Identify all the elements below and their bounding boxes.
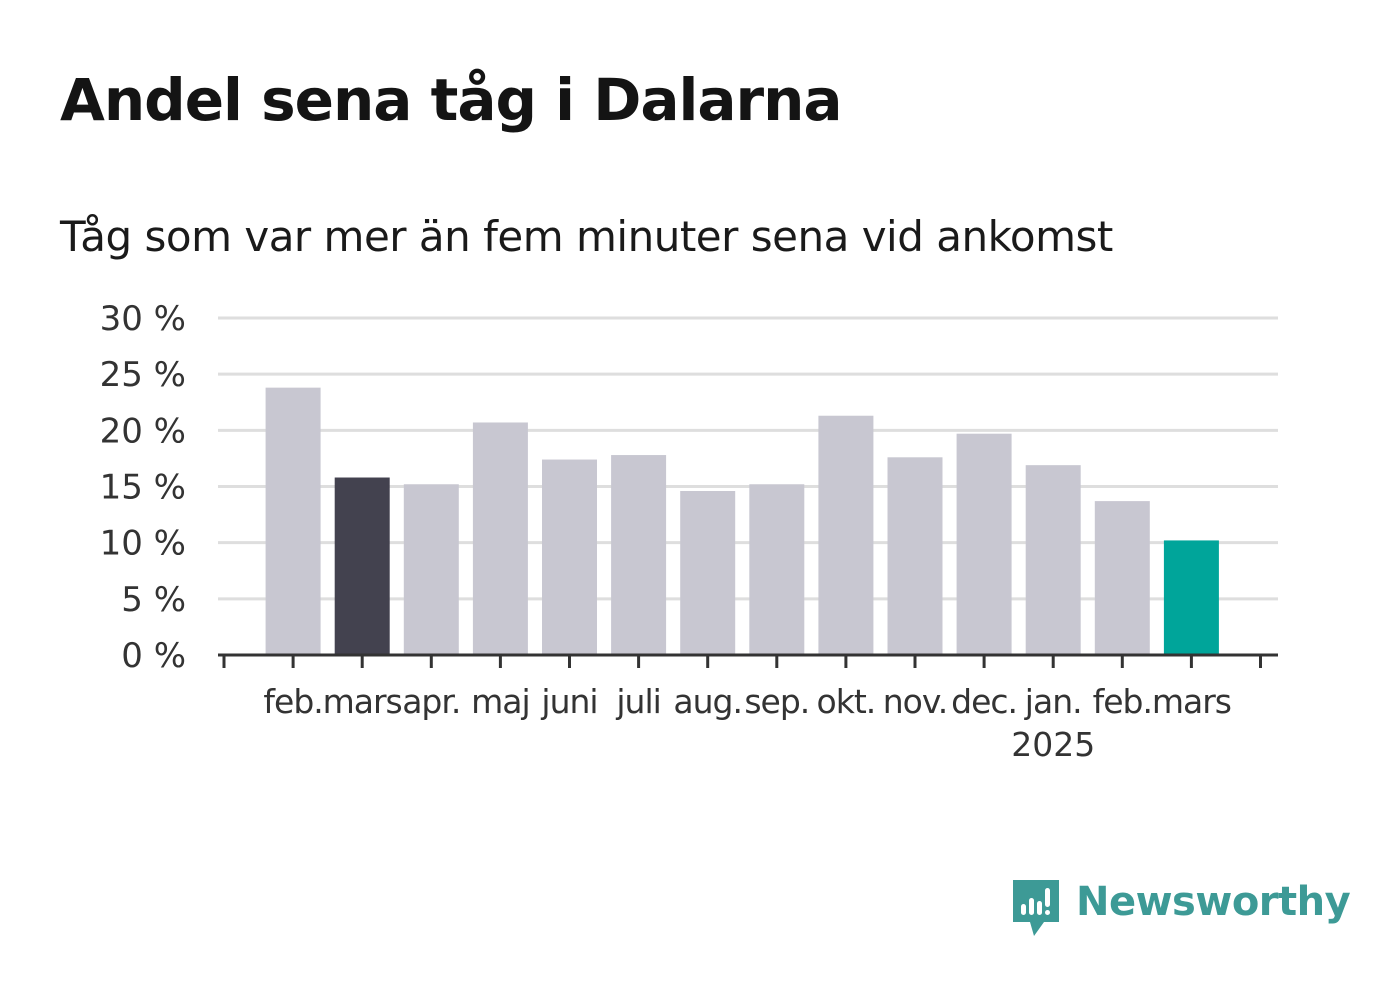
grid-lines bbox=[218, 316, 1278, 601]
x-tick-label: sep. bbox=[744, 682, 809, 721]
bar bbox=[403, 484, 459, 655]
x-tick-label: maj bbox=[471, 682, 530, 721]
y-tick-label: 0 % bbox=[121, 636, 186, 676]
y-tick-label: 30 % bbox=[100, 299, 186, 339]
bar bbox=[680, 490, 736, 655]
x-axis-labels: feb. mars apr. maj juni juli aug. sep. okt. nov. d… bbox=[263, 682, 1232, 764]
x-year-label: 2025 bbox=[1011, 725, 1095, 764]
bar bbox=[472, 422, 528, 655]
bar-chart: 0 %5 %10 %15 %20 %25 %30 % feb. mars apr. m… bbox=[100, 299, 1278, 764]
bar bbox=[265, 387, 321, 655]
x-tick-label: jan. bbox=[1024, 682, 1082, 721]
x-tick-label: okt. bbox=[817, 682, 876, 721]
y-tick-label: 15 % bbox=[100, 468, 186, 508]
bar bbox=[818, 415, 874, 655]
bar bbox=[887, 457, 943, 655]
y-tick-label: 25 % bbox=[100, 355, 186, 395]
x-tick-label: mars bbox=[1152, 682, 1231, 721]
x-tick-label: mars bbox=[323, 682, 402, 721]
x-tick-label: dec. bbox=[951, 682, 1017, 721]
x-tick-label: nov. bbox=[883, 682, 948, 721]
bar bbox=[1025, 465, 1081, 655]
bar bbox=[749, 484, 805, 655]
y-tick-label: 5 % bbox=[121, 580, 186, 620]
x-tick-label: aug. bbox=[673, 682, 742, 721]
brand-name: Newsworthy bbox=[1076, 879, 1351, 925]
y-tick-label: 20 % bbox=[100, 411, 186, 451]
bars bbox=[265, 387, 1219, 655]
chart-title: Andel sena tåg i Dalarna bbox=[60, 66, 843, 134]
x-tick-label: juni bbox=[540, 682, 597, 721]
x-tick-label: apr. bbox=[402, 682, 460, 721]
x-tick-label: feb. bbox=[263, 682, 322, 721]
y-tick-label: 10 % bbox=[100, 524, 186, 564]
x-tick-label: juli bbox=[615, 682, 660, 721]
x-axis bbox=[218, 653, 1278, 668]
bar bbox=[956, 433, 1012, 655]
x-tick-label: feb. bbox=[1093, 682, 1152, 721]
bar bbox=[1094, 501, 1150, 655]
chart-subtitle: Tåg som var mer än fem minuter sena vid … bbox=[60, 212, 1113, 261]
newsworthy-logo-icon bbox=[1013, 880, 1059, 936]
bar bbox=[542, 459, 597, 655]
newsworthy-logo: Newsworthy bbox=[1010, 878, 1351, 942]
bar bbox=[1163, 540, 1219, 655]
y-axis-labels: 0 % 5 % 10 % 15 % 20 % 25 % 30 % bbox=[100, 299, 186, 676]
bar bbox=[611, 455, 667, 655]
bar bbox=[334, 477, 390, 655]
